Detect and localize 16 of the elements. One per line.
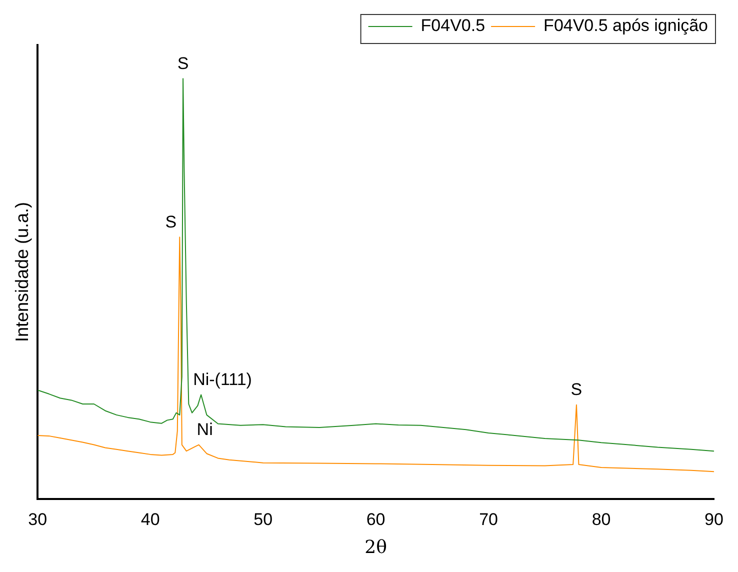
annotation: S bbox=[177, 54, 189, 73]
annotation: S bbox=[570, 380, 582, 400]
x-axis-title: 2θ bbox=[364, 536, 387, 558]
x-tick-label: 40 bbox=[140, 510, 160, 529]
legend-label: F04V0.5 bbox=[420, 16, 486, 36]
legend-label: F04V0.5 após ignição bbox=[544, 16, 708, 36]
annotation: S bbox=[165, 212, 177, 232]
x-tick-label: 60 bbox=[366, 510, 386, 529]
annotation: Ni bbox=[196, 420, 213, 439]
x-tick-label: 80 bbox=[592, 510, 611, 529]
y-axis-title: Intensidade (u.a.) bbox=[12, 202, 32, 342]
x-tick-label: 50 bbox=[254, 510, 273, 529]
annotation: Ni-(111) bbox=[193, 370, 252, 389]
x-tick-label: 90 bbox=[704, 510, 724, 529]
x-tick-label: 70 bbox=[479, 510, 498, 529]
x-tick-label: 30 bbox=[28, 510, 48, 529]
